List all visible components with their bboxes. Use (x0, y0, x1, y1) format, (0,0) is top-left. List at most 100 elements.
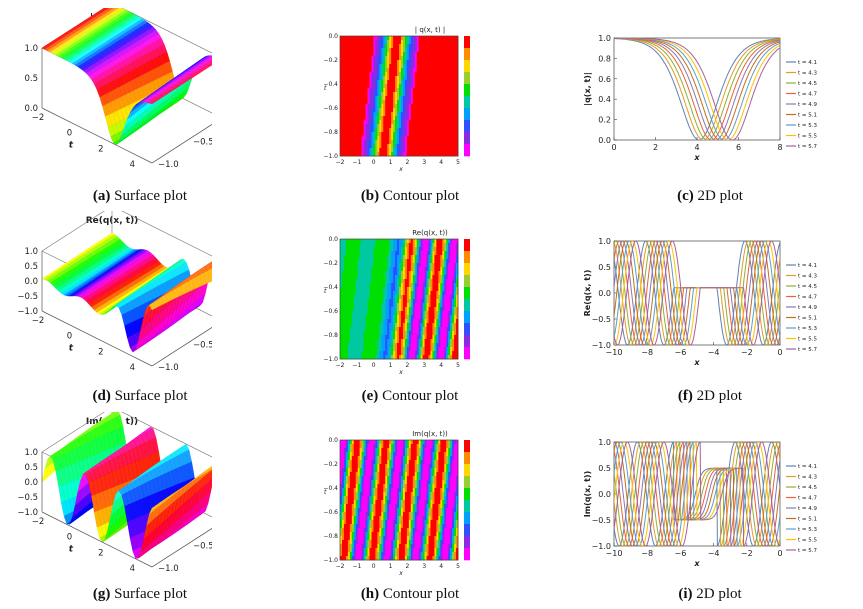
chart-y-tick: −1.0 (592, 542, 611, 551)
chart-y-tick: 0.0 (598, 136, 611, 145)
surface-x-tick: −0.5 (193, 138, 212, 148)
contour-y-tick: −0.2 (323, 461, 338, 468)
legend-label: t = 4.7 (798, 295, 818, 301)
surface-x-tick: −0.5 (193, 542, 212, 552)
contour-y-tick: −0.6 (323, 105, 338, 112)
legend-label: t = 4.3 (798, 71, 818, 77)
contour-x-tick: 1 (389, 159, 393, 166)
legend-label: t = 5.5 (798, 337, 818, 343)
surface-z-tick: 0.5 (24, 262, 38, 272)
contour-y-tick: −0.6 (323, 509, 338, 516)
contour-x-tick: −2 (336, 159, 345, 166)
surface-t-tick: 2 (98, 347, 103, 357)
contour-y-tick: −0.8 (323, 129, 338, 136)
legend-label: t = 5.1 (798, 113, 817, 119)
caption-e: (e) Contour plot (361, 388, 459, 404)
chart-x-tick: −4 (708, 348, 720, 357)
surface-z-tick: −0.5 (17, 493, 38, 503)
chart-y-tick: 1.0 (598, 237, 611, 246)
chart-x-tick: −10 (606, 348, 623, 357)
chart-x-tick: −10 (606, 549, 623, 558)
contour-plot-1: Re(q(x, t)) −2 −1 0 1 2 3 4 5 x 0.0 −0.2 −0.4 −0.6 −0.… (323, 229, 470, 376)
series-line (614, 38, 780, 140)
contour-field (340, 36, 459, 157)
series-line (614, 38, 780, 140)
line-chart-2: −10 −8 −6 −4 −2 0 x 1.0 0.5 0.0 −0.5 −1.0 Im(q(x, t)… (583, 438, 818, 568)
legend-label: t = 4.9 (798, 102, 818, 108)
surface-plot-0: | q(x, t) |1.00.50.0−2024t0.0−0.5−1.0x (24, 8, 212, 170)
contour-y-tick: −0.2 (323, 57, 338, 64)
contour-field (340, 239, 459, 360)
chart-y-tick: 1.0 (598, 438, 611, 447)
contour-field (340, 440, 459, 561)
surface-z-tick: −1.0 (17, 307, 38, 317)
surface-z-tick: 0.0 (24, 277, 38, 287)
contour-y-tick: 0.0 (328, 33, 338, 40)
surface-mesh (41, 412, 212, 559)
caption-d: (d) Surface plot (92, 388, 188, 404)
contour-title: Im(q(x, t)) (412, 430, 448, 438)
surface-x-tick: −1.0 (158, 564, 179, 574)
contour-x-tick: 1 (389, 362, 393, 369)
contour-colorbar (464, 440, 470, 561)
chart-x-label: x (693, 358, 700, 367)
contour-y-tick: −1.0 (323, 356, 338, 363)
contour-x-tick: 0 (372, 362, 376, 369)
legend-label: t = 4.1 (798, 263, 817, 269)
chart-x-tick: −2 (741, 348, 753, 357)
legend-label: t = 4.5 (798, 485, 818, 491)
surface-z-tick: 1.0 (24, 448, 38, 458)
caption-i: (i) 2D plot (678, 586, 742, 602)
surface-front-frame (41, 452, 212, 568)
caption-f: (f) 2D plot (677, 388, 743, 404)
line-chart-1: −10 −8 −6 −4 −2 0 x 1.0 0.5 0.0 −0.5 −1.0 Re(q(x, t)… (583, 237, 818, 367)
surface-z-tick: 1.0 (24, 44, 38, 54)
surface-t-label: t (69, 140, 74, 150)
chart-legend: t = 4.1 t = 4.3 t = 4.5 t = 4.7 t = 4.9 t = 5… (786, 60, 818, 150)
surface-t-label: t (69, 544, 74, 554)
chart-y-tick: 0.2 (598, 116, 611, 125)
contour-title: Re(q(x, t)) (412, 229, 448, 237)
contour-x-tick: 0 (372, 159, 376, 166)
surface-z-tick: 0.0 (24, 478, 38, 488)
series-line (614, 442, 780, 546)
series-line (614, 38, 780, 140)
contour-y-tick: −0.6 (323, 308, 338, 315)
chart-x-tick: 0 (611, 143, 616, 152)
chart-y-tick: 0.5 (598, 464, 611, 473)
legend-label: t = 4.3 (798, 274, 818, 280)
chart-y-tick: 0.0 (598, 490, 611, 499)
contour-title: | q(x, t) | (415, 26, 445, 34)
chart-legend: t = 4.1 t = 4.3 t = 4.5 t = 4.7 t = 4.9 t = 5… (786, 263, 818, 353)
contour-x-tick: 3 (422, 563, 426, 570)
chart-x-tick: −2 (741, 549, 753, 558)
chart-x-tick: 2 (653, 143, 658, 152)
contour-y-label: t (324, 288, 327, 295)
chart-x-tick: 4 (694, 143, 699, 152)
surface-z-tick: −1.0 (17, 508, 38, 518)
legend-label: t = 4.9 (798, 506, 818, 512)
surface-z-tick: 1.0 (24, 247, 38, 257)
surface-x-tick: −0.5 (193, 341, 212, 351)
chart-series (614, 38, 780, 140)
legend-label: t = 4.5 (798, 81, 818, 87)
legend-label: t = 4.5 (798, 284, 818, 290)
contour-x-tick: 2 (406, 159, 410, 166)
chart-series (614, 241, 780, 345)
contour-y-tick: −1.0 (323, 557, 338, 564)
contour-frame (339, 439, 459, 561)
caption-h: (h) Contour plot (360, 586, 460, 602)
surface-t-tick: −2 (32, 316, 45, 326)
surface-t-label: t (69, 343, 74, 353)
contour-frame (339, 238, 459, 360)
surface-t-tick: 2 (98, 144, 103, 154)
surface-mesh (41, 8, 212, 145)
legend-label: t = 4.1 (798, 464, 817, 470)
legend-label: t = 5.5 (798, 538, 818, 544)
surface-z-tick: 0.5 (24, 74, 38, 84)
contour-x-tick: 4 (439, 159, 443, 166)
chart-x-tick: −8 (641, 348, 653, 357)
contour-x-tick: 5 (456, 563, 460, 570)
surface-t-tick: 0 (67, 533, 72, 543)
contour-y-tick: −0.8 (323, 533, 338, 540)
